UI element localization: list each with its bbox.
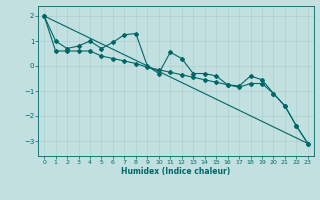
X-axis label: Humidex (Indice chaleur): Humidex (Indice chaleur) (121, 167, 231, 176)
